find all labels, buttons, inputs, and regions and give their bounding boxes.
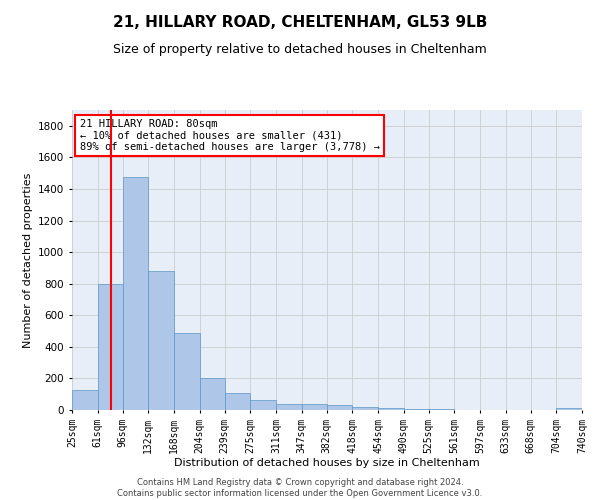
Bar xyxy=(556,408,582,410)
Bar xyxy=(122,177,148,410)
Text: Contains HM Land Registry data © Crown copyright and database right 2024.
Contai: Contains HM Land Registry data © Crown c… xyxy=(118,478,482,498)
Text: 21 HILLARY ROAD: 80sqm
← 10% of detached houses are smaller (431)
89% of semi-de: 21 HILLARY ROAD: 80sqm ← 10% of detached… xyxy=(80,119,380,152)
Bar xyxy=(200,378,224,410)
Bar xyxy=(224,394,250,410)
Text: 21, HILLARY ROAD, CHELTENHAM, GL53 9LB: 21, HILLARY ROAD, CHELTENHAM, GL53 9LB xyxy=(113,15,487,30)
Text: Size of property relative to detached houses in Cheltenham: Size of property relative to detached ho… xyxy=(113,42,487,56)
Bar xyxy=(352,407,378,410)
Bar xyxy=(72,390,98,410)
X-axis label: Distribution of detached houses by size in Cheltenham: Distribution of detached houses by size … xyxy=(174,458,480,468)
Bar xyxy=(378,408,404,410)
Bar xyxy=(98,284,122,410)
Bar xyxy=(276,404,302,410)
Bar xyxy=(428,409,454,410)
Y-axis label: Number of detached properties: Number of detached properties xyxy=(23,172,32,348)
Bar xyxy=(302,404,326,410)
Bar xyxy=(250,400,276,410)
Bar xyxy=(148,271,174,410)
Bar xyxy=(174,332,200,410)
Bar xyxy=(326,406,352,410)
Bar xyxy=(404,408,428,410)
